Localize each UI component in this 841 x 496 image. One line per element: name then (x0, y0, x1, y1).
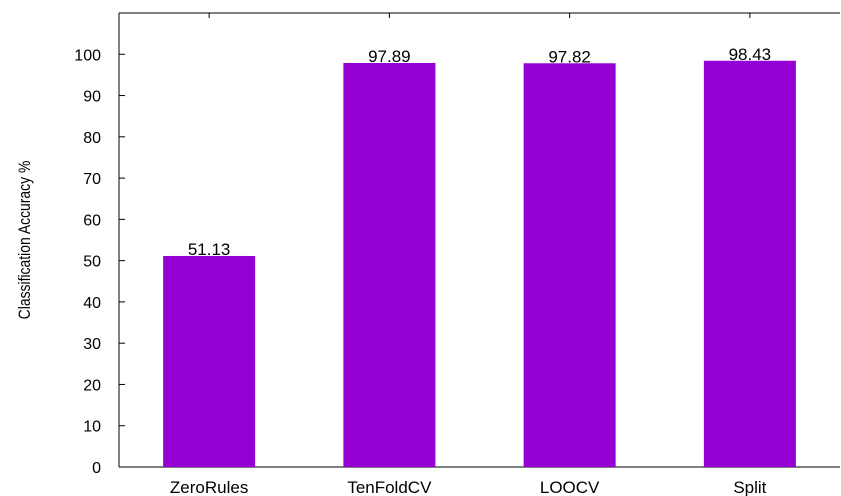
y-tick-label: 90 (83, 89, 101, 106)
bar-zerorules (163, 255, 256, 467)
bar-value-label: 97.89 (368, 47, 411, 66)
y-tick-label: 50 (83, 254, 101, 271)
y-tick-label: 40 (83, 295, 101, 312)
y-tick-label: 100 (74, 47, 101, 64)
bar-loocv (523, 63, 616, 468)
y-tick-label: 10 (83, 419, 101, 436)
x-axis-ticks: ZeroRules TenFoldCV LOOCV Split (170, 13, 767, 496)
y-tick-label: 70 (83, 171, 101, 188)
x-tick-label: TenFoldCV (347, 478, 432, 496)
x-tick-label: ZeroRules (170, 478, 248, 496)
bar-data-labels: 51.13 97.89 97.82 98.43 (188, 45, 771, 259)
y-axis-ticks: 0 10 20 30 40 50 60 70 80 90 100 (74, 47, 125, 477)
y-tick-label: 60 (83, 212, 101, 229)
y-tick-label: 20 (83, 377, 101, 394)
bar-value-label: 97.82 (548, 47, 591, 66)
x-tick-label: LOOCV (540, 478, 600, 496)
y-axis-title: Classification Accuracy % (16, 160, 35, 319)
y-tick-label: 30 (83, 336, 101, 353)
bar-tenfoldcv (343, 62, 436, 468)
y-tick-label: 0 (92, 460, 101, 477)
bars (163, 60, 796, 468)
bar-split (703, 60, 796, 468)
y-tick-label: 80 (83, 130, 101, 147)
bar-value-label: 98.43 (729, 45, 772, 64)
bar-value-label: 51.13 (188, 240, 231, 259)
x-tick-label: Split (733, 478, 766, 496)
